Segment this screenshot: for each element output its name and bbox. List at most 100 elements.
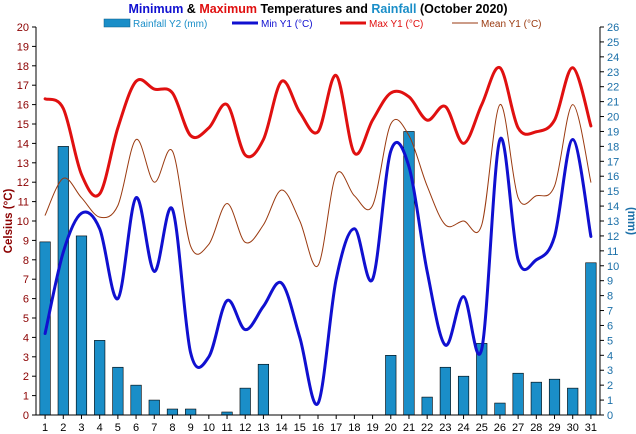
legend: Rainfall Y2 (mm) Min Y1 (°C) Max Y1 (°C) Me… bbox=[103, 18, 542, 30]
rainfall-bar bbox=[530, 381, 542, 416]
rainfall-bar bbox=[112, 366, 124, 416]
left-tick-label: 13 bbox=[17, 158, 29, 170]
rainfall-bar bbox=[494, 402, 506, 416]
x-tick-label: 1 bbox=[42, 422, 48, 434]
rainfall-bar bbox=[439, 366, 451, 416]
rainfall-bar bbox=[130, 384, 142, 416]
x-tick-label: 3 bbox=[78, 422, 84, 434]
x-tick-label: 7 bbox=[151, 422, 157, 434]
left-tick-label: 2 bbox=[23, 371, 29, 383]
chart-title: Minimum & Maximum Temperatures and Rainf… bbox=[128, 2, 507, 16]
left-tick-label: 7 bbox=[23, 274, 29, 286]
rainfall-bar bbox=[166, 408, 179, 416]
x-tick-label: 22 bbox=[421, 422, 433, 434]
x-tick-label: 21 bbox=[403, 422, 415, 434]
right-tick-label: 8 bbox=[607, 291, 613, 303]
rainfall-bar bbox=[567, 387, 579, 416]
rainfall-bar bbox=[512, 372, 524, 416]
x-tick-label: 29 bbox=[548, 422, 560, 434]
x-tick-label: 11 bbox=[221, 422, 232, 434]
left-tick-label: 0 bbox=[23, 410, 29, 422]
right-tick-label: 7 bbox=[607, 306, 613, 318]
rainfall-bar bbox=[239, 387, 251, 416]
left-tick-label: 4 bbox=[23, 332, 29, 344]
left-axis-title: Celsius (°C) bbox=[3, 189, 15, 254]
right-tick-label: 21 bbox=[607, 97, 619, 109]
left-tick-label: 3 bbox=[23, 352, 29, 364]
right-tick-label: 2 bbox=[607, 380, 613, 392]
x-tick-label: 2 bbox=[60, 422, 66, 434]
right-tick-label: 0 bbox=[607, 410, 613, 422]
left-tick-label: 5 bbox=[23, 313, 29, 325]
right-tick-label: 22 bbox=[607, 82, 619, 94]
left-tick-label: 1 bbox=[23, 391, 29, 403]
left-tick-label: 19 bbox=[17, 41, 29, 53]
x-tick-label: 12 bbox=[239, 422, 251, 434]
x-tick-label: 9 bbox=[188, 422, 194, 434]
right-tick-label: 14 bbox=[607, 201, 619, 213]
x-tick-label: 19 bbox=[366, 422, 378, 434]
x-tick-label: 10 bbox=[203, 422, 215, 434]
x-tick-label: 14 bbox=[275, 422, 287, 434]
rainfall-bar bbox=[421, 396, 433, 416]
legend-label-0: Rainfall Y2 (mm) bbox=[133, 19, 207, 30]
left-tick-label: 20 bbox=[17, 22, 29, 34]
right-tick-label: 16 bbox=[607, 171, 619, 183]
x-tick-label: 8 bbox=[169, 422, 175, 434]
right-tick-label: 1 bbox=[607, 395, 613, 407]
x-tick-label: 20 bbox=[385, 422, 397, 434]
right-tick-label: 26 bbox=[607, 22, 619, 34]
right-tick-label: 24 bbox=[607, 52, 619, 64]
left-tick-label: 6 bbox=[23, 294, 29, 306]
title-part-2: Maximum bbox=[199, 2, 257, 16]
legend-label-1: Min Y1 (°C) bbox=[261, 19, 313, 30]
x-tick-label: 23 bbox=[439, 422, 451, 434]
title-part-3: Temperatures and bbox=[257, 2, 371, 16]
right-tick-label: 19 bbox=[607, 126, 619, 138]
rainfall-bar bbox=[385, 355, 397, 416]
right-tick-label: 11 bbox=[607, 246, 618, 258]
left-tick-label: 16 bbox=[17, 100, 29, 112]
legend-label-3: Mean Y1 (°C) bbox=[481, 19, 542, 30]
right-tick-label: 4 bbox=[607, 350, 613, 362]
left-tick-label: 12 bbox=[17, 177, 29, 189]
x-tick-label: 27 bbox=[512, 422, 524, 434]
rainfall-bar bbox=[585, 262, 597, 416]
right-tick-label: 5 bbox=[607, 335, 613, 347]
title-part-0: Minimum bbox=[128, 2, 183, 16]
rainfall-bar bbox=[185, 408, 197, 416]
chart-title-text: Minimum & Maximum Temperatures and Rainf… bbox=[128, 2, 507, 16]
left-tick-label: 10 bbox=[17, 216, 29, 228]
left-tick-label: 18 bbox=[17, 61, 29, 73]
x-tick-label: 5 bbox=[115, 422, 121, 434]
left-tick-label: 8 bbox=[23, 255, 29, 267]
right-tick-label: 13 bbox=[607, 216, 619, 228]
left-tick-label: 15 bbox=[17, 119, 29, 131]
rainfall-bar bbox=[57, 146, 69, 416]
x-tick-label: 28 bbox=[530, 422, 542, 434]
x-tick-label: 17 bbox=[330, 422, 342, 434]
legend-swatch-rainfall bbox=[103, 18, 131, 28]
left-tick-label: 9 bbox=[23, 235, 29, 247]
rainfall-bar bbox=[257, 363, 269, 416]
x-tick-label: 18 bbox=[348, 422, 360, 434]
line-series-2 bbox=[43, 66, 593, 198]
title-part-4: Rainfall bbox=[371, 2, 416, 16]
rainfall-bar bbox=[94, 340, 106, 416]
rainfall-bar bbox=[148, 399, 160, 416]
rainfall-bar bbox=[75, 235, 88, 416]
title-part-1: & bbox=[183, 2, 199, 16]
x-tick-label: 30 bbox=[567, 422, 579, 434]
left-tick-label: 11 bbox=[18, 197, 29, 209]
x-tick-label: 13 bbox=[257, 422, 269, 434]
right-axis-title: (mm) bbox=[625, 207, 636, 235]
axes: 0123456789101112131415161718192001234567… bbox=[3, 22, 636, 434]
line-series-3 bbox=[44, 104, 592, 268]
rainfall-bar bbox=[457, 375, 470, 416]
rainfall-bar bbox=[403, 131, 415, 416]
left-tick-label: 14 bbox=[17, 138, 29, 150]
right-tick-label: 18 bbox=[607, 141, 619, 153]
right-tick-label: 17 bbox=[607, 156, 619, 168]
right-tick-label: 20 bbox=[607, 112, 619, 124]
